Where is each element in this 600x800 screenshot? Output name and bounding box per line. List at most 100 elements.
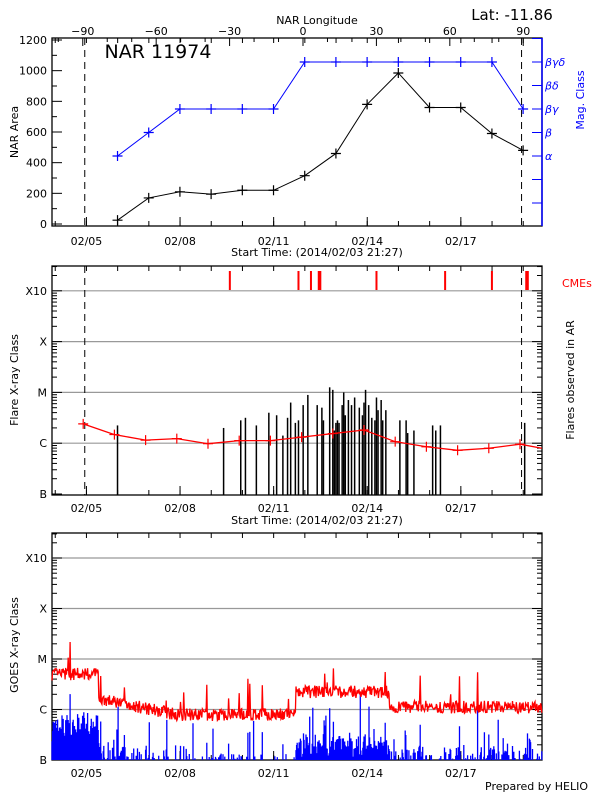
- nar-area-point: [424, 102, 435, 113]
- top-tick-label: 60: [443, 25, 457, 38]
- plot-frame-goes: [51, 532, 543, 761]
- flare-avg-point: [359, 424, 369, 435]
- mag-class-point: [424, 57, 435, 67]
- region-title: NAR 11974: [105, 41, 212, 63]
- y-tick-label: 600: [26, 126, 47, 139]
- y-tick-label: B: [39, 754, 47, 767]
- top-tick-label: 30: [369, 25, 383, 38]
- mag-class-point: [143, 127, 154, 138]
- plot-frame: [51, 37, 543, 227]
- y2-tick-label: βδ: [544, 80, 559, 93]
- flare-avg-point: [109, 429, 120, 440]
- x-tick-label: 02/11: [258, 235, 290, 248]
- nar-area-point: [518, 145, 529, 156]
- flare-avg-point: [327, 428, 338, 439]
- flare-avg-point: [296, 432, 307, 443]
- y-axis-label-flares: Flare X-ray Class: [8, 334, 21, 426]
- x-tick-label: 02/17: [445, 235, 477, 248]
- y-axis-label-goes: GOES X-ray Class: [8, 597, 21, 693]
- y-tick-label: C: [39, 704, 47, 717]
- latitude-label: Lat: -11.86: [471, 6, 553, 24]
- nar-area-point: [268, 185, 279, 196]
- x-tick-label: 02/11: [258, 767, 290, 780]
- flare-avg-point: [203, 438, 213, 449]
- top-tick-label: −60: [145, 25, 168, 38]
- x-tick-label: 02/08: [164, 502, 196, 515]
- flare-avg-point: [234, 435, 245, 446]
- nar-area-point: [393, 67, 404, 78]
- top-tick-label: 90: [516, 25, 530, 38]
- y-tick-label: 1000: [19, 65, 47, 78]
- flare-avg-point: [140, 435, 151, 446]
- mag-class-point: [518, 104, 529, 114]
- top-axis-label: NAR Longitude: [276, 14, 358, 27]
- x-tick-label: 02/14: [351, 502, 383, 515]
- cme-label: CMEs: [562, 277, 592, 290]
- nar-area-point: [330, 148, 341, 159]
- y-tick-label: 200: [26, 187, 47, 200]
- y2-tick-label: βγ: [544, 103, 559, 116]
- y2-axis-label: Mag. Class: [574, 70, 587, 129]
- x-tick-label: 02/05: [71, 767, 103, 780]
- flare-avg-point: [265, 435, 276, 446]
- y-axis-label: NAR Area: [8, 106, 21, 158]
- flare-avg-point: [452, 445, 463, 456]
- x-tick-label: 02/17: [445, 502, 477, 515]
- x-tick-label: 02/11: [258, 502, 290, 515]
- panel-flares: Flare X-ray Class Flares observed in AR …: [8, 265, 592, 527]
- mag-class-point: [206, 104, 217, 114]
- y-tick-label: C: [39, 437, 47, 450]
- y-tick-label: 1200: [19, 34, 47, 47]
- nar-area-point: [362, 99, 373, 110]
- top-tick-label: −30: [218, 25, 241, 38]
- y-tick-label: X10: [25, 285, 47, 298]
- mag-class-point: [112, 151, 123, 161]
- y-tick-label: 400: [26, 157, 47, 170]
- mag-class-point: [393, 57, 404, 67]
- y-tick-label: X: [39, 603, 47, 616]
- goes-short-series: [51, 680, 543, 760]
- y-tick-label: X10: [25, 552, 47, 565]
- y2-axis-label-flares: Flares observed in AR: [564, 320, 577, 440]
- goes-long-series: [51, 641, 543, 723]
- mag-class-line: [117, 61, 524, 157]
- x-axis-label: Start Time: (2014/02/03 21:27): [231, 246, 403, 259]
- x-axis-label-flares: Start Time: (2014/02/03 21:27): [231, 514, 403, 527]
- nar-area-line: [117, 72, 524, 221]
- x-tick-label: 02/08: [164, 235, 196, 248]
- mag-class-point: [362, 57, 373, 67]
- nar-area-point: [206, 189, 217, 200]
- mag-class-point: [330, 57, 341, 67]
- footer-credit: Prepared by HELIO: [485, 780, 588, 793]
- nar-area-point: [143, 192, 154, 203]
- x-tick-label: 02/05: [71, 235, 103, 248]
- panel-nar-area: NAR Longitude Lat: -11.86 NAR 11974 NAR …: [8, 6, 587, 259]
- top-tick-label: −90: [71, 25, 94, 38]
- y-tick-label: B: [39, 488, 47, 501]
- x-tick-label: 02/17: [445, 767, 477, 780]
- nar-area-point: [112, 215, 123, 226]
- flare-avg-point: [515, 439, 525, 450]
- y-tick-label: X: [39, 336, 47, 349]
- y2-tick-label: βγδ: [544, 56, 566, 69]
- flare-avg-point: [483, 443, 494, 454]
- y2-tick-label: α: [545, 150, 553, 163]
- nar-area-point: [486, 128, 497, 139]
- x-tick-label: 02/08: [164, 767, 196, 780]
- y-tick-label: M: [38, 653, 48, 666]
- top-tick-label: 0: [300, 25, 307, 38]
- flare-avg-line: [82, 423, 542, 451]
- x-tick-label: 02/14: [351, 767, 383, 780]
- mag-class-point: [174, 104, 185, 114]
- flare-avg-point: [78, 418, 89, 429]
- flare-avg-point: [171, 433, 182, 444]
- y-tick-label: 0: [40, 218, 47, 231]
- x-tick-label: 02/05: [71, 502, 103, 515]
- mag-class-point: [486, 57, 497, 67]
- nar-area-point: [237, 185, 248, 196]
- mag-class-point: [268, 104, 279, 114]
- nar-area-point: [174, 186, 185, 197]
- x-tick-label: 02/14: [351, 235, 383, 248]
- y2-tick-label: β: [544, 127, 552, 140]
